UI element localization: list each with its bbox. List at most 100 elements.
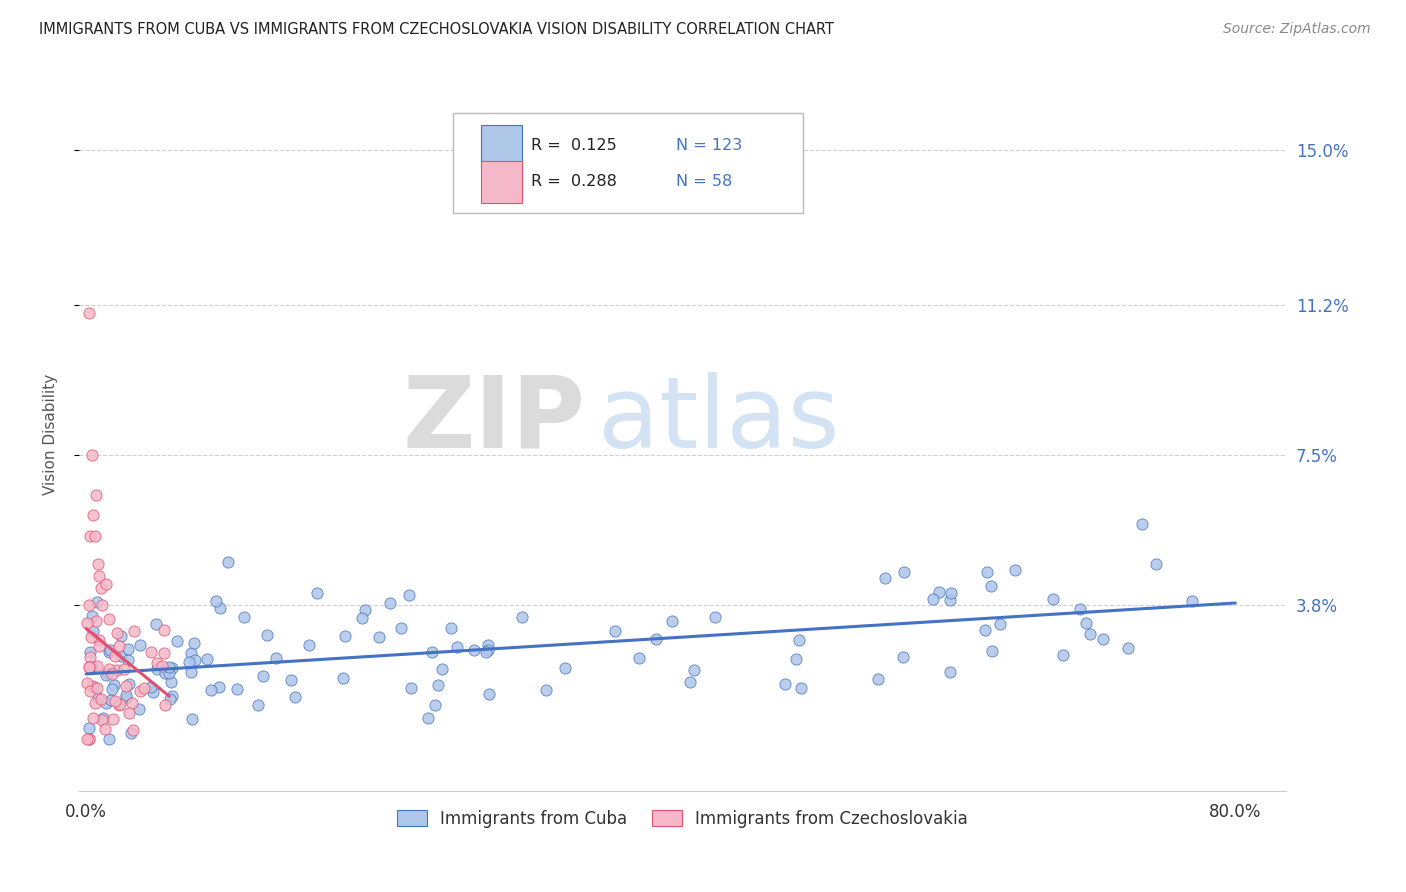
- Point: [233, 609, 256, 624]
- Point: [789, 681, 811, 695]
- Point: [180, 712, 202, 726]
- Point: [162, 690, 184, 704]
- Point: [77, 731, 100, 746]
- Point: [84, 696, 107, 710]
- Point: [103, 678, 125, 692]
- Point: [785, 652, 807, 666]
- Point: [107, 698, 129, 712]
- FancyBboxPatch shape: [481, 125, 522, 167]
- Text: R =  0.288: R = 0.288: [531, 175, 617, 189]
- Point: [76, 731, 98, 746]
- Point: [332, 672, 354, 686]
- Point: [159, 675, 181, 690]
- Point: [142, 684, 165, 698]
- Point: [628, 651, 651, 665]
- Point: [200, 682, 222, 697]
- Point: [122, 723, 145, 737]
- Point: [891, 650, 914, 665]
- Point: [1069, 602, 1091, 616]
- Point: [298, 638, 321, 652]
- Point: [1052, 648, 1074, 663]
- Point: [77, 660, 100, 674]
- Point: [1144, 557, 1167, 571]
- Point: [79, 645, 101, 659]
- Point: [252, 669, 274, 683]
- Point: [939, 592, 962, 607]
- Point: [478, 687, 501, 701]
- Point: [82, 609, 104, 624]
- Point: [121, 696, 143, 710]
- Point: [389, 621, 412, 635]
- Point: [97, 662, 120, 676]
- Point: [146, 662, 169, 676]
- Point: [86, 681, 108, 695]
- Point: [307, 586, 329, 600]
- Point: [209, 600, 232, 615]
- Point: [534, 683, 557, 698]
- Point: [939, 665, 962, 680]
- Point: [463, 643, 485, 657]
- Point: [280, 673, 302, 687]
- Point: [432, 663, 454, 677]
- Point: [1092, 632, 1115, 647]
- Point: [83, 529, 105, 543]
- Point: [94, 576, 117, 591]
- Point: [93, 711, 115, 725]
- Point: [980, 644, 1002, 658]
- Point: [704, 610, 727, 624]
- Point: [108, 639, 131, 653]
- Point: [661, 615, 683, 629]
- Point: [76, 676, 98, 690]
- Point: [139, 645, 162, 659]
- Point: [100, 693, 122, 707]
- Point: [87, 633, 110, 648]
- Point: [184, 653, 207, 667]
- Point: [145, 656, 167, 670]
- Point: [122, 624, 145, 638]
- Point: [76, 615, 98, 630]
- Point: [787, 632, 810, 647]
- Point: [115, 690, 138, 705]
- Point: [128, 702, 150, 716]
- Point: [77, 598, 100, 612]
- Point: [94, 696, 117, 710]
- FancyBboxPatch shape: [453, 113, 803, 213]
- Point: [80, 679, 103, 693]
- Point: [80, 659, 103, 673]
- Point: [974, 623, 997, 637]
- Point: [77, 306, 100, 320]
- Point: [166, 634, 188, 648]
- Point: [129, 683, 152, 698]
- Point: [350, 611, 373, 625]
- Point: [773, 677, 796, 691]
- Point: [510, 610, 533, 624]
- Point: [180, 665, 202, 679]
- Point: [101, 667, 124, 681]
- Point: [84, 614, 107, 628]
- Point: [94, 667, 117, 681]
- Point: [205, 593, 228, 607]
- Point: [207, 680, 229, 694]
- Point: [117, 653, 139, 667]
- Point: [427, 678, 450, 692]
- Point: [284, 690, 307, 704]
- Point: [86, 557, 108, 571]
- Point: [105, 626, 128, 640]
- Point: [90, 692, 112, 706]
- Point: [91, 599, 114, 613]
- Point: [683, 663, 706, 677]
- Point: [217, 555, 239, 569]
- Point: [98, 731, 121, 746]
- Point: [98, 612, 121, 626]
- Point: [77, 731, 100, 746]
- Point: [157, 659, 180, 673]
- Point: [157, 666, 180, 681]
- Point: [98, 645, 121, 659]
- Point: [354, 603, 377, 617]
- Point: [1130, 516, 1153, 531]
- Point: [139, 680, 162, 694]
- Point: [82, 711, 104, 725]
- Point: [132, 681, 155, 695]
- Point: [921, 592, 943, 607]
- Text: ZIP: ZIP: [404, 372, 586, 468]
